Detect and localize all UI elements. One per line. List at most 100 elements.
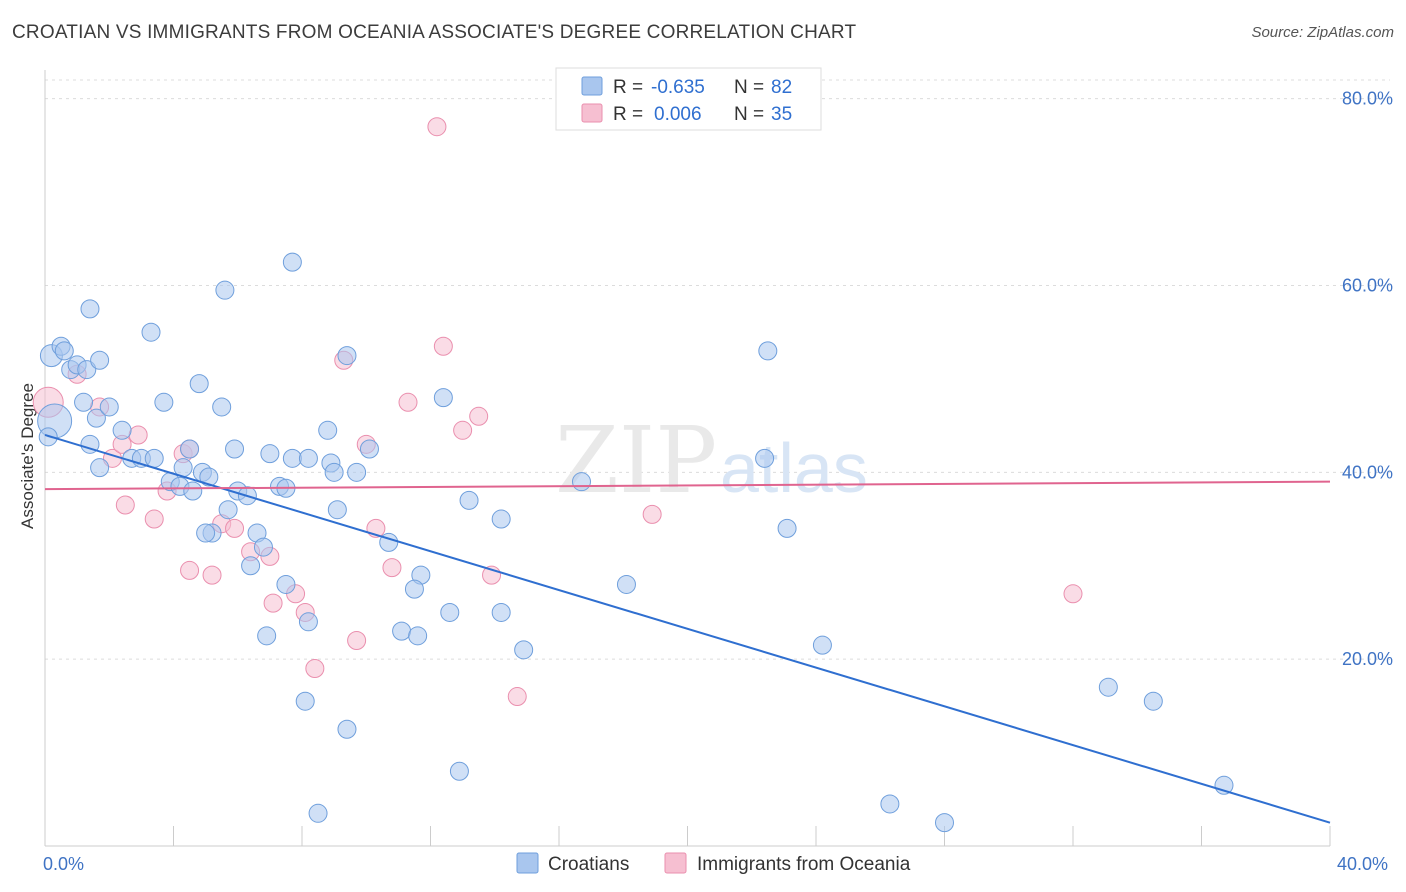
legend-swatch-blue xyxy=(581,76,603,96)
legend-r-value-pink: 0.006 xyxy=(654,104,702,125)
croatians-point-60 xyxy=(295,691,315,711)
legend-bottom-oceania: Immigrants from Oceania xyxy=(697,854,911,875)
croatians-point-47 xyxy=(359,439,379,459)
oceania-point-28 xyxy=(453,420,473,440)
oceania-point-16 xyxy=(263,593,283,613)
croatians-point-26 xyxy=(183,481,203,501)
croatians-point-42 xyxy=(298,448,318,468)
oceania-point-33 xyxy=(1063,584,1083,604)
watermark-zip: ZIP xyxy=(555,407,717,514)
croatians-point-81 xyxy=(196,523,216,543)
croatians-point-41 xyxy=(318,420,338,440)
croatians-point-50 xyxy=(433,388,453,408)
croatians-point-25 xyxy=(180,439,200,459)
legend-n-value-blue: 82 xyxy=(771,77,792,98)
oceania-point-25 xyxy=(398,392,418,412)
croatians-point-5 xyxy=(77,360,97,380)
croatians-point-13 xyxy=(154,392,174,412)
oceania-point-29 xyxy=(469,406,489,426)
croatians-point-51 xyxy=(459,490,479,510)
croatians-point-52 xyxy=(491,509,511,529)
croatians-point-31 xyxy=(225,439,245,459)
legend-bottom-swatch-oceania xyxy=(664,852,687,874)
oceania-point-5 xyxy=(115,495,135,515)
y-axis-tick-labels: 20.0% 40.0% 60.0% 80.0% xyxy=(1342,89,1393,669)
croatians-point-72 xyxy=(755,448,775,468)
oceania-point-21 xyxy=(347,630,367,650)
legend-bottom: Croatians Immigrants from Oceania xyxy=(516,852,911,875)
source-credit: Source: ZipAtlas.com xyxy=(1251,24,1394,41)
croatians-point-17 xyxy=(90,458,110,478)
croatians-point-74 xyxy=(812,635,832,655)
croatians-point-40 xyxy=(241,556,261,576)
croatians-point-66 xyxy=(404,579,424,599)
watermark-atlas: atlas xyxy=(720,429,868,507)
croatians-point-56 xyxy=(282,252,302,272)
croatians-point-54 xyxy=(616,574,636,594)
croatians-point-28 xyxy=(199,467,219,487)
legend-bottom-swatch-croatians xyxy=(516,852,539,874)
watermark: ZIP atlas xyxy=(555,407,868,514)
oceania-point-10 xyxy=(180,560,200,580)
croatians-point-62 xyxy=(337,719,357,739)
croatians-point-8 xyxy=(141,322,161,342)
oceania-point-32 xyxy=(642,504,662,524)
y-tick-label: 20.0% xyxy=(1342,649,1393,669)
y-tick-label: 40.0% xyxy=(1342,462,1393,482)
croatians-point-70 xyxy=(514,640,534,660)
croatians-point-21 xyxy=(144,448,164,468)
oceania-point-27 xyxy=(433,336,453,356)
croatians-point-16 xyxy=(80,434,100,454)
oceania-point-26 xyxy=(427,117,447,137)
croatians-point-67 xyxy=(440,602,460,622)
oceania-point-7 xyxy=(144,509,164,529)
croatians-point-63 xyxy=(392,621,412,641)
x-tick-label-left: 0.0% xyxy=(43,854,84,874)
croatians-point-71 xyxy=(758,341,778,361)
oceania-point-31 xyxy=(507,687,527,707)
croatians-point-76 xyxy=(935,813,954,833)
croatians-point-30 xyxy=(218,500,238,520)
croatians-point-69 xyxy=(491,602,511,622)
oceania-point-24 xyxy=(382,558,402,578)
croatians-point-53 xyxy=(571,472,591,492)
y-tick-label: 80.0% xyxy=(1342,89,1393,109)
croatians-point-15 xyxy=(212,397,232,417)
legend-bottom-croatians: Croatians xyxy=(548,854,629,875)
oceania-trend-line xyxy=(44,480,1331,491)
legend-n-label-blue: N = xyxy=(734,77,764,98)
croatians-trend-line xyxy=(44,434,1331,824)
croatians-point-78 xyxy=(1143,691,1163,711)
croatians-point-36 xyxy=(260,444,280,464)
legend-r-label-blue: R = xyxy=(613,77,643,98)
croatians-point-45 xyxy=(347,462,367,482)
croatians-point-2 xyxy=(54,341,74,361)
croatians-point-68 xyxy=(449,761,469,781)
croatians-point-57 xyxy=(276,574,296,594)
oceania-point-19 xyxy=(305,659,325,679)
oceania-point-11 xyxy=(202,565,222,585)
legend-swatch-pink xyxy=(581,103,603,123)
legend-r-value-blue: -0.635 xyxy=(651,77,705,98)
series-croatians-points xyxy=(37,252,1234,833)
croatians-point-12 xyxy=(99,397,119,417)
croatians-point-14 xyxy=(189,374,209,394)
croatians-point-61 xyxy=(308,803,328,823)
croatians-point-46 xyxy=(337,346,357,366)
croatians-point-44 xyxy=(324,462,344,482)
croatians-point-6 xyxy=(90,350,110,370)
legend-top: R = -0.635 N = 82 R = 0.006 N = 35 xyxy=(555,67,822,131)
legend-n-value-pink: 35 xyxy=(771,104,792,125)
y-axis-label: Associate's Degree xyxy=(18,383,37,529)
legend-r-label-pink: R = xyxy=(613,104,643,125)
croatians-point-77 xyxy=(1098,677,1118,697)
croatians-point-7 xyxy=(80,299,100,319)
croatians-point-39 xyxy=(282,448,302,468)
croatians-point-10 xyxy=(74,392,94,412)
croatians-point-64 xyxy=(408,626,428,646)
croatians-point-18 xyxy=(112,420,132,440)
oceania-point-13 xyxy=(225,518,245,538)
legend-n-label-pink: N = xyxy=(734,104,764,125)
croatians-point-35 xyxy=(253,537,273,557)
